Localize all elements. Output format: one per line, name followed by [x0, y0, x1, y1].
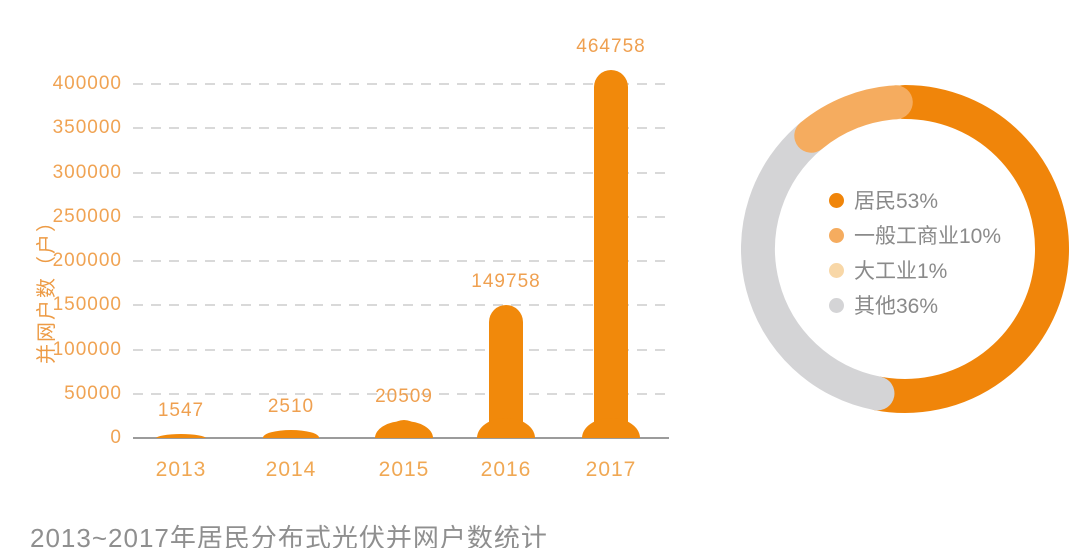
y-tick-100000: 100000: [52, 338, 122, 360]
legend-row-一般工商业: 一般工商业10%: [829, 224, 1001, 248]
bar-series: [156, 70, 640, 438]
bar-base-2015: [375, 420, 433, 438]
gridline-250000: [133, 215, 667, 218]
donut-segment-一般工商业: [794, 85, 913, 153]
bar-base-2014: [263, 430, 319, 438]
legend-label-一般工商业: 一般工商业10%: [854, 225, 1002, 248]
bar-2017: [594, 70, 628, 438]
gridline-200000: [133, 260, 667, 262]
y-tick-50000: 50000: [64, 382, 122, 404]
y-tick-250000: 250000: [52, 205, 122, 227]
legend-label-大工业: 大工业1%: [854, 260, 948, 283]
gridline-100000: [133, 348, 667, 351]
donut-segment-居民: [860, 85, 1069, 413]
gridline-350000: [133, 127, 667, 130]
legend-dot-居民: [829, 192, 844, 208]
legend-row-其他: 其他36%: [829, 294, 1001, 318]
x-axis-line: [133, 437, 669, 439]
x-label-2014: 2014: [265, 458, 317, 481]
x-label-2013: 2013: [155, 458, 207, 481]
legend-dot-一般工商业: [829, 227, 844, 243]
value-label-2013: 1547: [157, 400, 205, 421]
y-tick-150000: 150000: [52, 294, 122, 316]
gridline-400000: [133, 83, 667, 85]
chart-caption: 2013~2017年居民分布式光伏并网户数统计: [30, 523, 548, 548]
donut-segment-其他: [741, 118, 895, 411]
legend-label-居民: 居民53%: [854, 190, 939, 213]
bar-base-2017: [582, 418, 640, 438]
gridline-150000: [133, 304, 667, 307]
bar-base-2013: [156, 433, 206, 438]
x-label-2017: 2017: [585, 458, 637, 481]
value-label-2017: 464758: [576, 36, 646, 57]
bar-base-2016: [477, 418, 535, 438]
gridline-300000: [133, 171, 667, 174]
y-tick-350000: 350000: [52, 117, 122, 139]
value-label-2016: 149758: [471, 271, 541, 292]
legend-row-大工业: 大工业1%: [829, 259, 1001, 283]
y-tick-200000: 200000: [52, 250, 122, 271]
x-label-2016: 2016: [480, 458, 532, 481]
legend-dot-其他: [829, 297, 844, 313]
legend-label-其他: 其他36%: [854, 295, 939, 318]
y-tick-300000: 300000: [52, 161, 122, 183]
x-label-2015: 2015: [378, 458, 430, 481]
y-tick-0: 0: [110, 427, 122, 448]
bar-2016: [489, 305, 523, 438]
gridline-50000: [133, 392, 667, 395]
donut-chart: [741, 85, 1069, 413]
donut-legend: 居民53% 一般工商业10% 大工业1% 其他36%: [829, 189, 1001, 329]
y-tick-400000: 400000: [52, 73, 122, 94]
legend-dot-大工业: [829, 262, 844, 278]
legend-row-居民: 居民53%: [829, 189, 1001, 213]
value-label-2014: 2510: [267, 396, 315, 417]
value-label-2015: 20509: [375, 386, 433, 407]
